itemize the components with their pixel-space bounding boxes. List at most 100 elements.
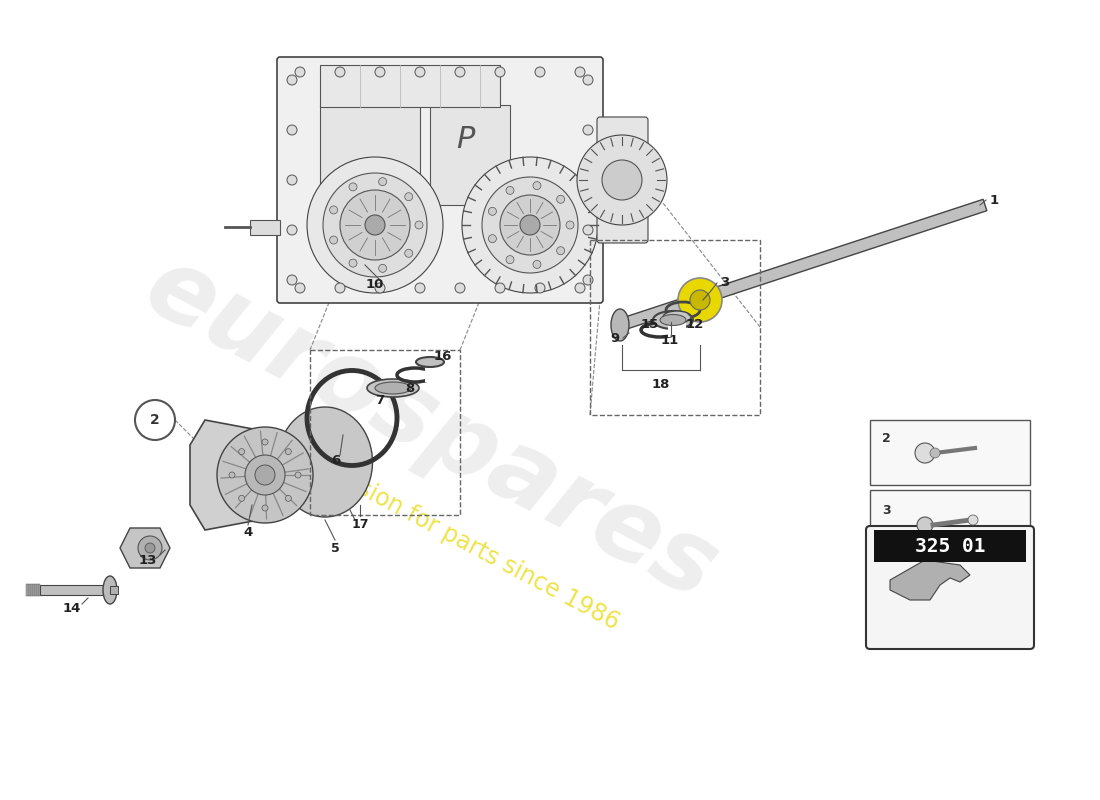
Circle shape: [378, 264, 386, 272]
Ellipse shape: [610, 309, 629, 341]
Circle shape: [488, 234, 496, 242]
Text: 3: 3: [882, 503, 891, 517]
Bar: [874, 530, 1026, 562]
Circle shape: [262, 505, 268, 511]
Circle shape: [245, 455, 285, 495]
Circle shape: [330, 236, 338, 244]
Circle shape: [500, 195, 560, 255]
Circle shape: [287, 225, 297, 235]
Polygon shape: [618, 199, 987, 330]
Ellipse shape: [663, 311, 691, 323]
Circle shape: [575, 67, 585, 77]
Circle shape: [349, 259, 358, 267]
Text: 2: 2: [882, 431, 891, 445]
Circle shape: [336, 67, 345, 77]
Bar: [310, 350, 460, 515]
Circle shape: [287, 75, 297, 85]
Ellipse shape: [375, 382, 411, 394]
Circle shape: [145, 543, 155, 553]
Bar: [34, 584, 35, 596]
Circle shape: [535, 67, 544, 77]
Circle shape: [495, 67, 505, 77]
Circle shape: [575, 283, 585, 293]
Circle shape: [690, 290, 710, 310]
Text: 1: 1: [990, 194, 999, 206]
Circle shape: [285, 449, 292, 454]
Circle shape: [482, 177, 578, 273]
Bar: [40, 585, 110, 595]
Circle shape: [678, 278, 722, 322]
Circle shape: [295, 67, 305, 77]
Bar: [425, 368, 446, 382]
Text: 5: 5: [331, 542, 340, 554]
Text: 2: 2: [150, 413, 160, 427]
Circle shape: [488, 207, 496, 215]
Circle shape: [455, 283, 465, 293]
Circle shape: [217, 427, 314, 523]
Circle shape: [532, 182, 541, 190]
Bar: [668, 323, 686, 337]
FancyBboxPatch shape: [277, 57, 603, 303]
Circle shape: [506, 186, 514, 194]
Bar: [430, 105, 510, 205]
Circle shape: [455, 67, 465, 77]
Bar: [320, 65, 500, 107]
Circle shape: [405, 250, 412, 258]
Circle shape: [375, 67, 385, 77]
Text: 14: 14: [63, 602, 81, 614]
Bar: [110, 586, 118, 594]
Circle shape: [255, 465, 275, 485]
Circle shape: [578, 135, 667, 225]
Circle shape: [307, 157, 443, 293]
Circle shape: [138, 536, 162, 560]
Bar: [30, 584, 32, 596]
Text: a passion for parts since 1986: a passion for parts since 1986: [297, 446, 624, 634]
Ellipse shape: [660, 314, 686, 326]
Circle shape: [375, 283, 385, 293]
Circle shape: [349, 183, 358, 191]
Text: 15: 15: [641, 318, 659, 331]
Circle shape: [930, 448, 940, 458]
Circle shape: [506, 256, 514, 264]
Text: 4: 4: [243, 526, 253, 538]
Text: 16: 16: [433, 350, 452, 362]
Bar: [32, 584, 33, 596]
Circle shape: [295, 472, 301, 478]
Circle shape: [566, 221, 574, 229]
Circle shape: [287, 175, 297, 185]
Text: 325 01: 325 01: [915, 537, 986, 555]
Text: P: P: [455, 126, 474, 154]
Circle shape: [378, 178, 386, 186]
Bar: [36, 584, 37, 596]
Text: 13: 13: [139, 554, 157, 566]
Circle shape: [295, 283, 305, 293]
Circle shape: [495, 283, 505, 293]
Text: eurospares: eurospares: [128, 238, 733, 622]
Circle shape: [602, 160, 642, 200]
Circle shape: [583, 225, 593, 235]
Ellipse shape: [416, 357, 444, 367]
FancyBboxPatch shape: [597, 117, 648, 243]
Ellipse shape: [103, 576, 117, 604]
Ellipse shape: [653, 311, 693, 329]
Bar: [870, 490, 1030, 560]
Text: 3: 3: [720, 277, 729, 290]
Circle shape: [262, 439, 268, 445]
Circle shape: [287, 275, 297, 285]
Text: 9: 9: [610, 331, 619, 345]
Circle shape: [532, 260, 541, 268]
Bar: [26, 584, 28, 596]
Bar: [39, 584, 40, 596]
Circle shape: [336, 283, 345, 293]
Text: 11: 11: [661, 334, 679, 346]
FancyBboxPatch shape: [866, 526, 1034, 649]
Bar: [28, 584, 30, 596]
Text: 18: 18: [652, 378, 670, 390]
Circle shape: [915, 443, 935, 463]
Text: 12: 12: [686, 318, 704, 331]
Circle shape: [583, 275, 593, 285]
Circle shape: [917, 517, 933, 533]
Bar: [590, 240, 760, 415]
Circle shape: [287, 125, 297, 135]
Polygon shape: [190, 420, 300, 530]
